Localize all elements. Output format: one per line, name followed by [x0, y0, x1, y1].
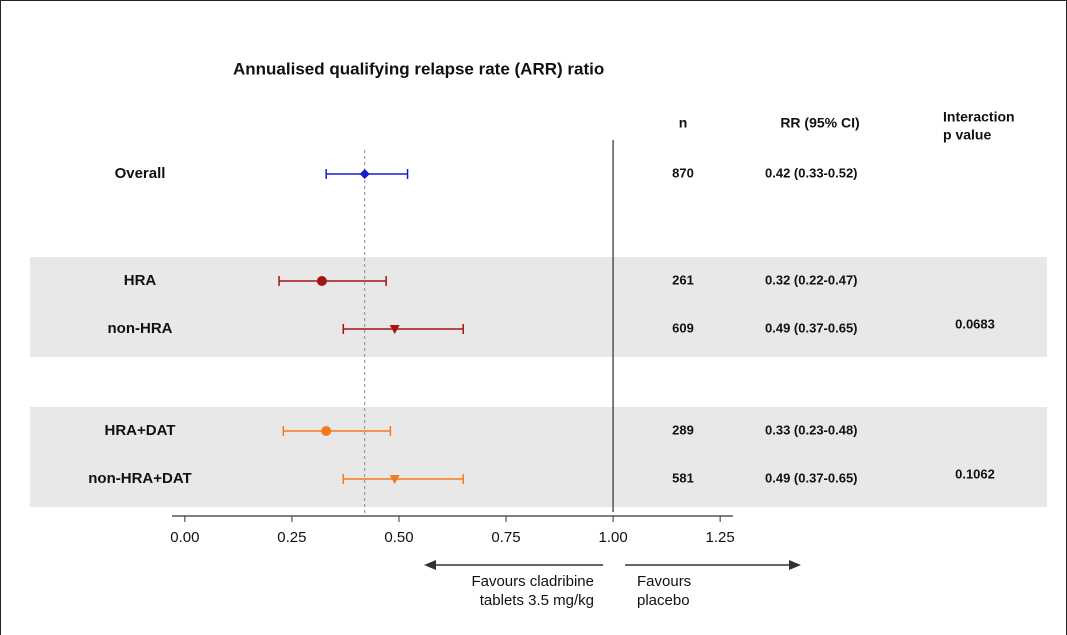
rr-label: 0.33 (0.23-0.48) [765, 422, 858, 437]
p-header: Interaction [943, 109, 1015, 125]
x-tick-label: 0.00 [170, 529, 199, 546]
favour-label: Favours cladribine [471, 573, 594, 590]
n-header: n [679, 115, 688, 131]
p-value: 0.0683 [955, 316, 995, 331]
point [359, 169, 370, 179]
n-value: 581 [672, 470, 694, 485]
group-band [30, 407, 1047, 507]
chart-title: Annualised qualifying relapse rate (ARR)… [233, 59, 604, 78]
favour-label: Favours [637, 573, 691, 590]
favour-label: tablets 3.5 mg/kg [480, 592, 594, 609]
rr-label: 0.49 (0.37-0.65) [765, 320, 858, 335]
x-tick-label: 1.00 [598, 529, 627, 546]
row-label: non-HRA+DAT [88, 470, 191, 487]
n-value: 261 [672, 272, 694, 287]
rr-header: RR (95% CI) [780, 115, 859, 131]
row-label: HRA [124, 272, 157, 289]
rr-label: 0.42 (0.33-0.52) [765, 165, 858, 180]
x-tick-label: 0.25 [277, 529, 306, 546]
x-tick-label: 0.50 [384, 529, 413, 546]
n-value: 609 [672, 320, 694, 335]
row-label: HRA+DAT [105, 422, 176, 439]
point [389, 325, 400, 334]
n-value: 289 [672, 422, 694, 437]
point [389, 475, 400, 484]
x-tick-label: 1.25 [706, 529, 735, 546]
point [321, 426, 332, 436]
p-value: 0.1062 [955, 466, 995, 481]
x-tick-label: 0.75 [491, 529, 520, 546]
n-value: 870 [672, 165, 694, 180]
arrow-head [789, 560, 801, 570]
row-label: Overall [115, 165, 166, 182]
rr-label: 0.32 (0.22-0.47) [765, 272, 858, 287]
group-band [30, 257, 1047, 357]
favour-label: placebo [637, 592, 690, 609]
point [316, 276, 327, 286]
arrow-head [424, 560, 436, 570]
row-label: non-HRA [108, 320, 173, 337]
rr-label: 0.49 (0.37-0.65) [765, 470, 858, 485]
p-header: p value [943, 127, 991, 143]
